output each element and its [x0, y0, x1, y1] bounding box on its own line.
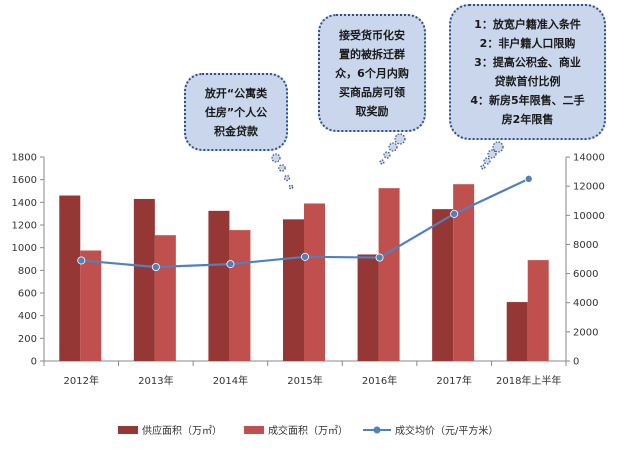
callout-line: 1：放宽户籍准入条件: [474, 18, 581, 31]
price-point: [226, 260, 235, 269]
bar-supply: [357, 254, 379, 361]
legend-marker: [373, 426, 381, 434]
callout-line: 众，6个月内购: [335, 66, 409, 80]
y-right-tick-label: 12000: [573, 182, 605, 193]
callout-pointer-dot: [492, 141, 504, 153]
bar-transaction: [80, 250, 102, 361]
price-point: [151, 263, 160, 272]
callout-pointer-dot: [394, 133, 406, 145]
callout-pointer-dot: [388, 142, 398, 152]
bar-transaction: [154, 235, 176, 361]
callout-line: 3：提高公积金、商业: [474, 56, 581, 69]
callout-line: 置的被拆迁群: [339, 47, 405, 61]
x-tick-label: 2017年: [436, 374, 471, 387]
legend-label: 成交面积（万㎡）: [268, 424, 348, 437]
bar-transaction: [229, 230, 251, 361]
y-left-tick-label: 600: [18, 289, 37, 300]
y-right-tick-label: 2000: [573, 327, 598, 338]
callout-housing-fund-policy: 放开“公寓类 住房”个人公 积金贷款: [184, 73, 288, 151]
bar-supply: [432, 209, 454, 361]
callout-pointer-dot: [483, 157, 491, 165]
legend-label: 供应面积（万㎡）: [142, 424, 222, 437]
bar-transaction: [304, 203, 325, 361]
callout-pointer-dot: [383, 151, 391, 159]
y-right-tick-label: 4000: [573, 298, 598, 309]
y-right-tick-label: 0: [573, 357, 579, 368]
y-left-tick-label: 400: [18, 311, 37, 322]
price-point: [375, 253, 384, 262]
price-point: [450, 209, 459, 218]
callout-pointer-dot: [271, 153, 281, 163]
x-tick-label: 2012年: [64, 374, 99, 387]
y-left-tick-label: 1400: [12, 198, 37, 209]
bar-supply: [506, 302, 528, 361]
bar-supply: [133, 198, 155, 361]
x-tick-label: 2016年: [362, 374, 397, 387]
callout-pointer-dot: [278, 164, 286, 172]
y-right-tick-label: 14000: [573, 153, 605, 164]
y-left-tick-label: 1200: [12, 221, 37, 232]
legend-swatch: [118, 426, 138, 434]
bar-transaction: [378, 188, 400, 361]
callout-relocation-policy: 接受货币化安 置的被拆迁群 众，6个月内购 买商品房可领 取奖励: [318, 14, 426, 132]
legend-swatch: [244, 426, 264, 434]
callout-pointer-dot: [283, 174, 291, 182]
bar-supply: [208, 210, 230, 361]
x-tick-label: 2018年上半年: [496, 374, 561, 387]
callout-purchase-restrictions: 1：放宽户籍准入条件 2：非户籍人口限购 3：提高公积金、商业 贷款首付比例 4…: [449, 4, 606, 140]
legend-label: 成交均价（元/平方米）: [395, 424, 498, 437]
y-right-tick-label: 8000: [573, 240, 598, 251]
x-tick-label: 2015年: [287, 374, 322, 387]
y-left-tick-label: 1800: [12, 153, 37, 164]
callout-pointer-dot: [487, 149, 497, 159]
x-tick-label: 2014年: [213, 374, 248, 387]
callout-line: 2：非户籍人口限购: [479, 37, 576, 50]
y-right-tick-label: 6000: [573, 269, 598, 280]
callout-line: 取奖励: [355, 104, 389, 118]
bar-transaction: [453, 184, 475, 361]
y-left-tick-label: 1000: [12, 243, 37, 254]
price-point: [300, 252, 309, 261]
callout-pointer-dot: [379, 159, 385, 165]
callout-pointer-dot: [480, 164, 486, 170]
x-tick-label: 2013年: [138, 374, 173, 387]
bar-supply: [59, 195, 81, 361]
callout-line: 买商品房可领: [339, 85, 405, 99]
callout-line: 放开“公寓类: [204, 86, 268, 100]
bar-supply: [283, 219, 304, 361]
callout-line: 住房”个人公: [204, 105, 268, 119]
callout-pointer-dot: [288, 184, 294, 190]
callout-line: 积金贷款: [214, 124, 258, 138]
y-left-tick-label: 0: [31, 357, 37, 368]
callout-line: 4：新房5年限售、二手: [470, 94, 585, 107]
y-left-tick-label: 200: [18, 334, 37, 345]
y-right-tick-label: 10000: [573, 211, 605, 222]
y-left-tick-label: 800: [18, 266, 37, 277]
price-point: [77, 256, 86, 265]
callout-line: 接受货币化安: [339, 28, 405, 42]
bar-transaction: [527, 260, 549, 361]
y-left-tick-label: 1600: [12, 175, 37, 186]
price-point: [524, 174, 533, 183]
callout-line: 房2年限售: [501, 113, 554, 126]
callout-line: 贷款首付比例: [494, 75, 561, 88]
